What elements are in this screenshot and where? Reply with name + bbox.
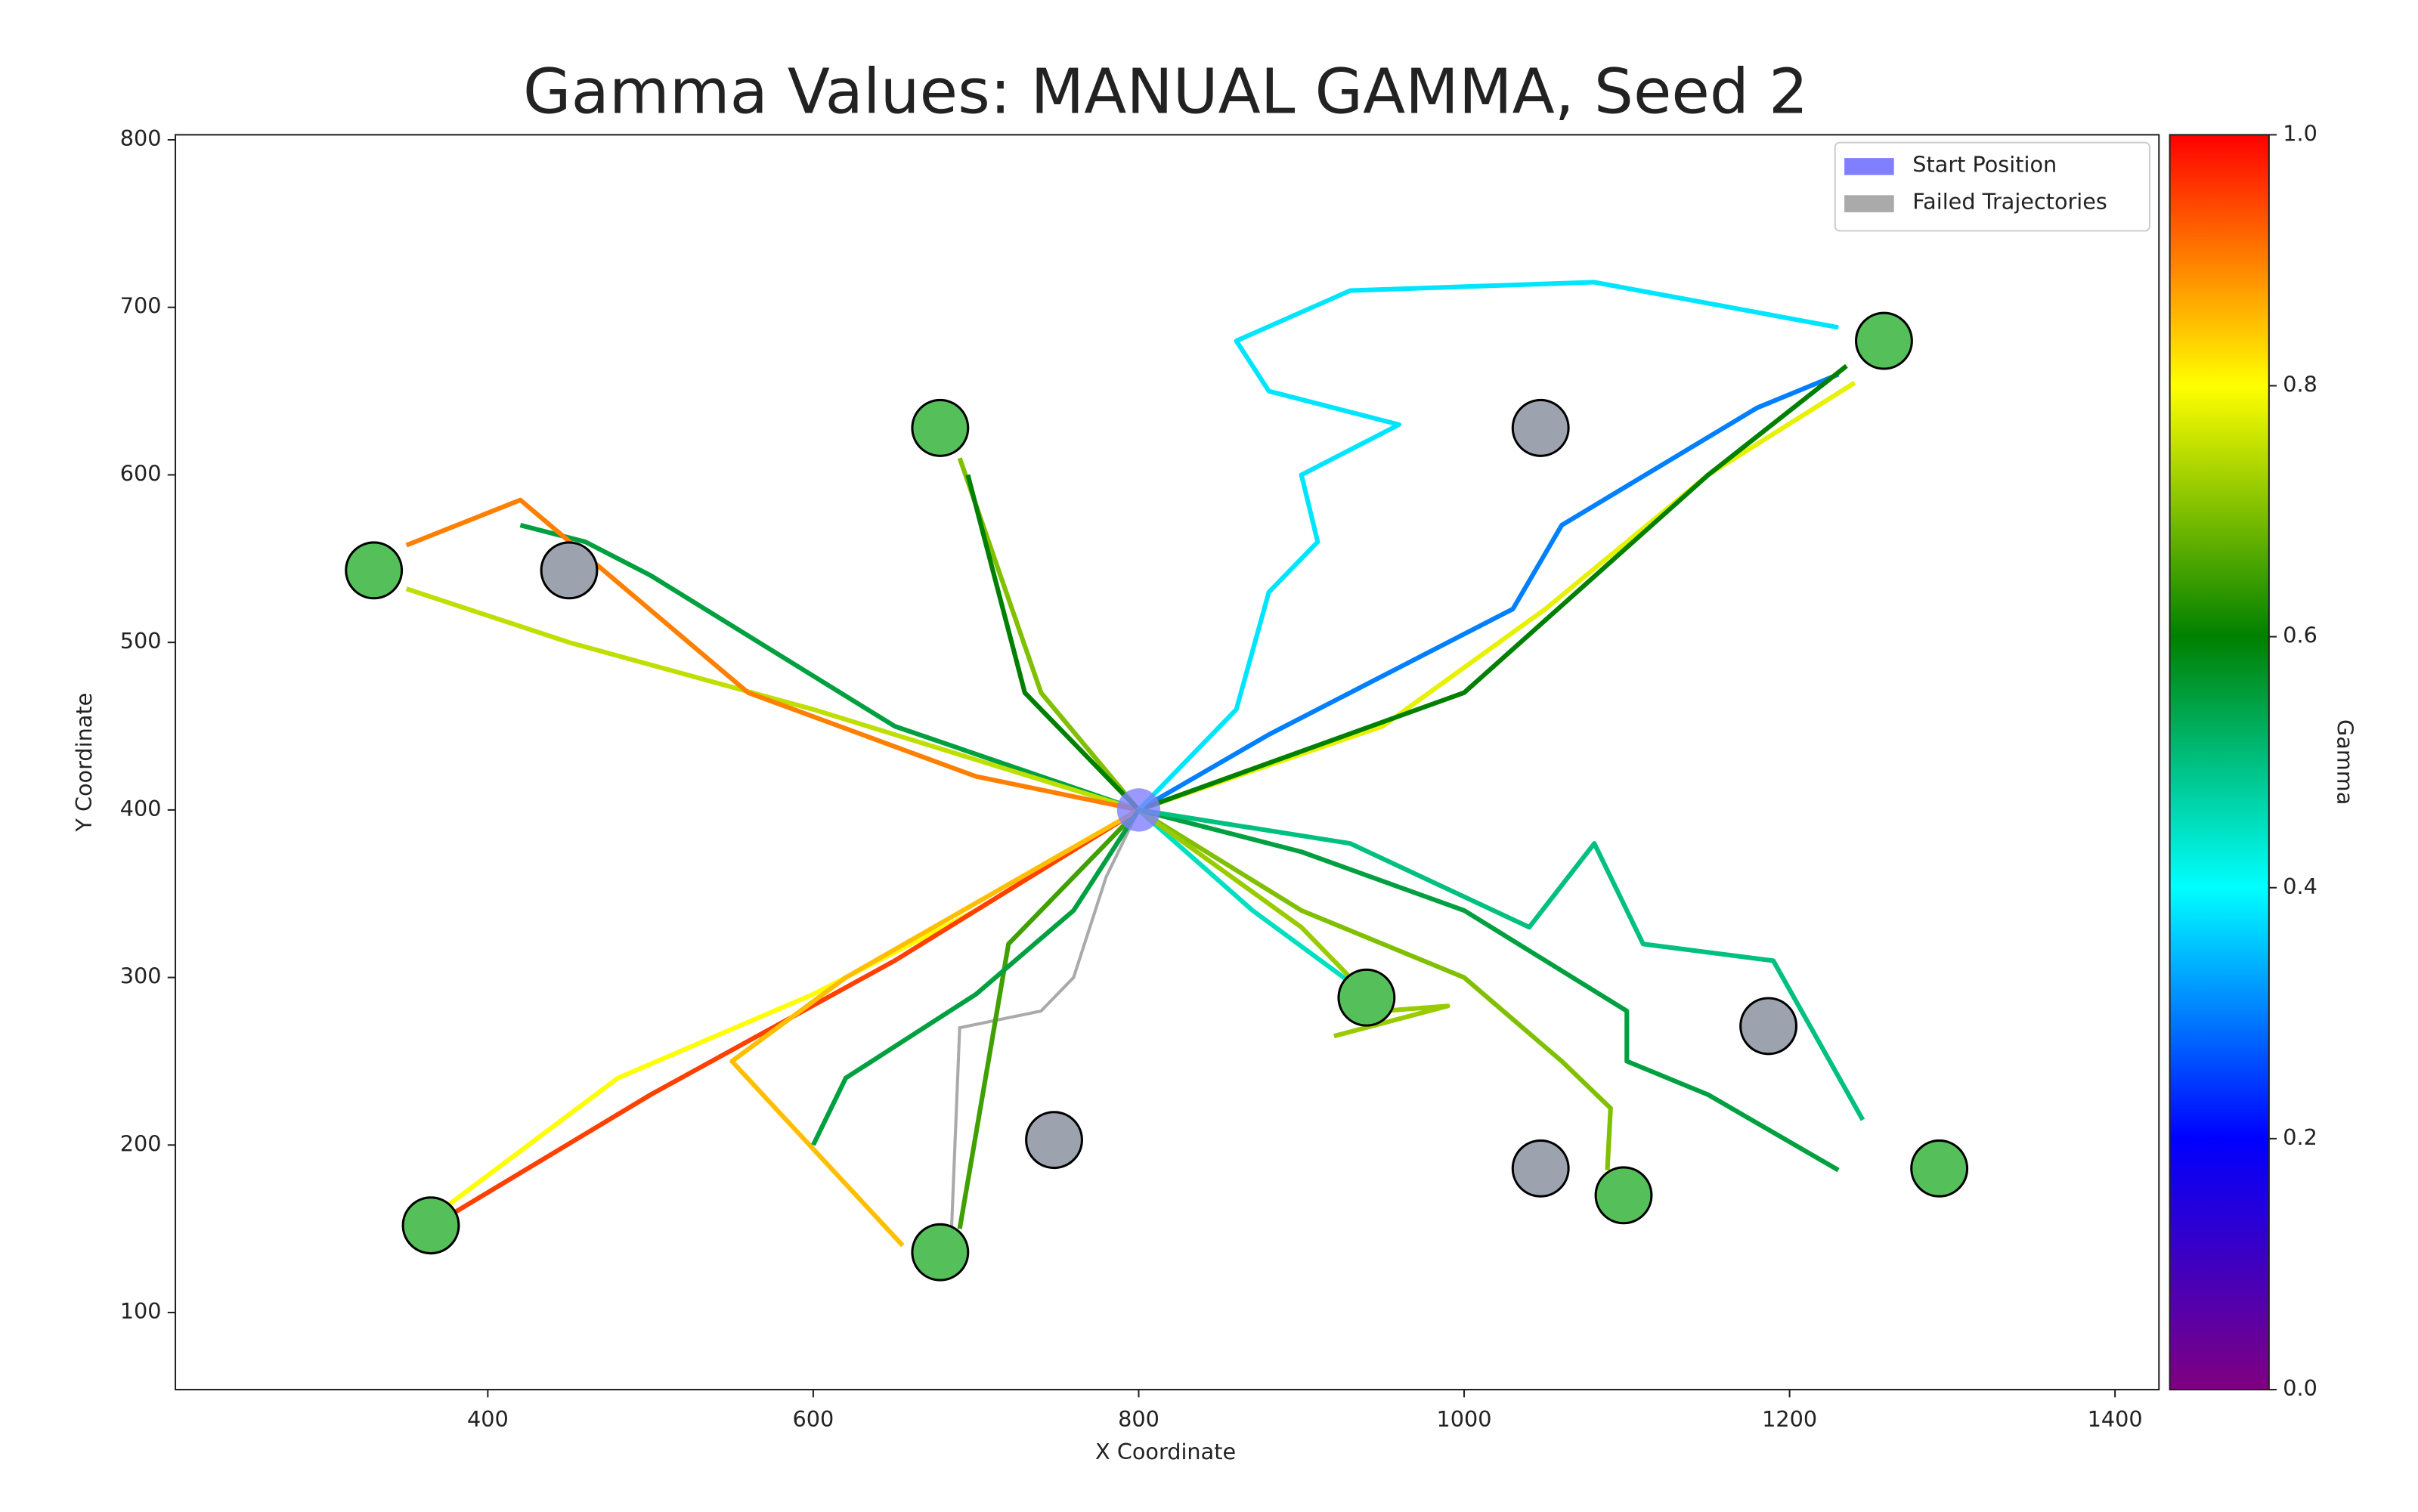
trajectory xyxy=(1137,808,1368,997)
obstacle xyxy=(1739,997,1798,1056)
x-tick-label: 1200 xyxy=(1762,1406,1817,1432)
y-tick-label: 600 xyxy=(120,460,162,486)
y-tick-label: 100 xyxy=(120,1298,162,1324)
x-tick-label: 600 xyxy=(793,1406,834,1432)
goal xyxy=(911,398,970,457)
y-tick-label: 200 xyxy=(120,1130,162,1156)
goal xyxy=(1910,1139,1969,1198)
trajectory xyxy=(957,457,1141,812)
goal xyxy=(911,1223,970,1282)
trajectory xyxy=(811,809,1141,1146)
trajectory xyxy=(454,808,1141,1214)
y-tick-label: 700 xyxy=(120,293,162,319)
y-tick-label: 400 xyxy=(120,796,162,821)
colorbar xyxy=(2169,134,2270,1391)
x-tick-label: 1400 xyxy=(2088,1406,2143,1432)
trajectory xyxy=(1137,808,1450,1039)
colorbar-tick-label: 0.8 xyxy=(2283,372,2317,397)
goal xyxy=(1855,311,1913,370)
legend-swatch xyxy=(1844,195,1894,212)
colorbar-tick-label: 0.0 xyxy=(2283,1375,2317,1401)
obstacle xyxy=(1511,1139,1570,1198)
failed-trajectory xyxy=(949,809,1141,1229)
start-position xyxy=(1116,788,1161,832)
plot-frame xyxy=(174,134,2160,1391)
trajectory xyxy=(1137,808,1613,1170)
legend-label: Start Position xyxy=(1912,151,2057,177)
trajectory xyxy=(1137,280,1839,812)
trajectory xyxy=(957,808,1141,1229)
goal xyxy=(1337,968,1396,1027)
trajectory xyxy=(1138,363,1848,812)
colorbar-label: Gamma xyxy=(2332,719,2358,805)
x-tick-label: 400 xyxy=(467,1406,509,1432)
goal xyxy=(345,541,404,600)
chart-title: Gamma Values: MANUAL GAMMA, Seed 2 xyxy=(523,57,1808,128)
y-tick-label: 800 xyxy=(120,125,162,151)
colorbar-tick-label: 0.2 xyxy=(2283,1124,2317,1150)
colorbar-tick-label: 0.4 xyxy=(2283,873,2317,899)
legend-label: Failed Trajectories xyxy=(1912,189,2107,215)
trajectory xyxy=(1137,372,1840,812)
y-tick-label: 500 xyxy=(120,628,162,654)
x-axis-label: X Coordinate xyxy=(1095,1439,1236,1464)
trajectory xyxy=(1138,807,1865,1121)
colorbar-tick-label: 0.6 xyxy=(2283,623,2317,648)
trajectory xyxy=(519,522,1140,812)
goal xyxy=(401,1196,460,1255)
legend-swatch xyxy=(1844,158,1894,175)
y-axis-label: Y Coordinate xyxy=(71,693,97,833)
obstacle xyxy=(1511,398,1570,457)
trajectory xyxy=(405,497,1140,812)
legend-box xyxy=(1834,141,2150,232)
trajectory xyxy=(729,808,1140,1248)
obstacle xyxy=(540,541,599,600)
trajectory xyxy=(1138,807,1840,1173)
goal xyxy=(1594,1166,1653,1225)
trajectory xyxy=(965,474,1141,812)
y-tick-label: 300 xyxy=(120,963,162,989)
trajectory xyxy=(405,586,1140,812)
x-tick-label: 800 xyxy=(1118,1406,1159,1432)
trajectory xyxy=(1138,380,1856,812)
colorbar-tick-label: 1.0 xyxy=(2283,120,2317,146)
x-tick-label: 1000 xyxy=(1437,1406,1492,1432)
obstacle xyxy=(1025,1111,1083,1170)
